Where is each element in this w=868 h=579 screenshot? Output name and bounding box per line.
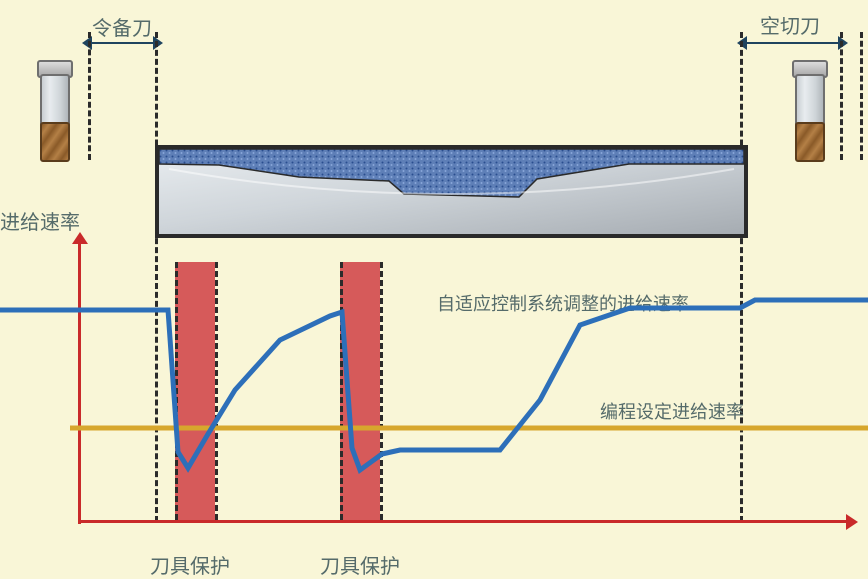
workpiece-svg [159,149,744,234]
x-axis-arrow [846,514,858,530]
y-axis-arrow [72,232,88,244]
curves-svg [0,0,868,579]
guide-enter-right [155,32,158,522]
guide-exit-right [860,32,863,160]
overload-2-dash-l [340,262,343,520]
overload-label-2: 刀具保护 [320,550,400,579]
tool-left [35,60,71,160]
enter-tool-top-label: 令备刀 [92,12,152,41]
enter-tool-label: 空切刀 [760,10,820,39]
guide-exit-left [740,32,743,522]
adaptive-line-label: 自适应控制系统调整的进给速率 [437,290,689,316]
workpiece [155,145,748,238]
overload-zone-1 [175,262,215,520]
exit-span-line [745,42,840,44]
overload-1-dash-l [175,262,178,520]
tool-right-flute [795,122,825,162]
feedrate-axis-label: 进给速率 [0,206,80,235]
guide-exit-right [840,32,843,160]
x-axis [78,520,848,523]
overload-zone-2 [340,262,380,520]
program-line-label: 编程设定进给速率 [600,398,744,424]
tool-right-body [795,74,825,128]
overload-label-1: 刀具保护 [150,550,230,579]
adaptive-feedrate-line [0,300,868,470]
overload-1-dash-r [215,262,218,520]
enter-span-line [90,42,155,44]
tool-right [790,60,826,160]
y-axis [78,242,81,524]
tool-left-flute [40,122,70,162]
guide-enter-left [88,32,91,160]
tool-left-body [40,74,70,128]
overload-2-dash-r [380,262,383,520]
